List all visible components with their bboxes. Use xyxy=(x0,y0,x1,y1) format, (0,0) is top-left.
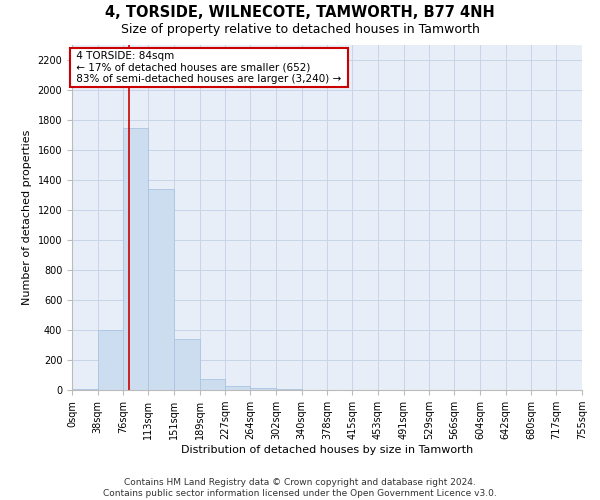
Text: 4 TORSIDE: 84sqm
 ← 17% of detached houses are smaller (652)
 83% of semi-detach: 4 TORSIDE: 84sqm ← 17% of detached house… xyxy=(73,51,345,84)
Bar xyxy=(72,388,98,390)
Bar xyxy=(124,128,148,390)
Bar xyxy=(98,330,124,390)
Bar xyxy=(226,386,250,390)
Y-axis label: Number of detached properties: Number of detached properties xyxy=(22,130,32,305)
Text: Contains HM Land Registry data © Crown copyright and database right 2024.
Contai: Contains HM Land Registry data © Crown c… xyxy=(103,478,497,498)
Text: Size of property relative to detached houses in Tamworth: Size of property relative to detached ho… xyxy=(121,22,479,36)
Bar xyxy=(276,388,302,390)
Bar xyxy=(200,379,226,390)
Bar xyxy=(250,388,276,390)
Text: 4, TORSIDE, WILNECOTE, TAMWORTH, B77 4NH: 4, TORSIDE, WILNECOTE, TAMWORTH, B77 4NH xyxy=(105,5,495,20)
Bar xyxy=(148,189,174,390)
X-axis label: Distribution of detached houses by size in Tamworth: Distribution of detached houses by size … xyxy=(181,445,473,455)
Bar xyxy=(174,339,200,390)
